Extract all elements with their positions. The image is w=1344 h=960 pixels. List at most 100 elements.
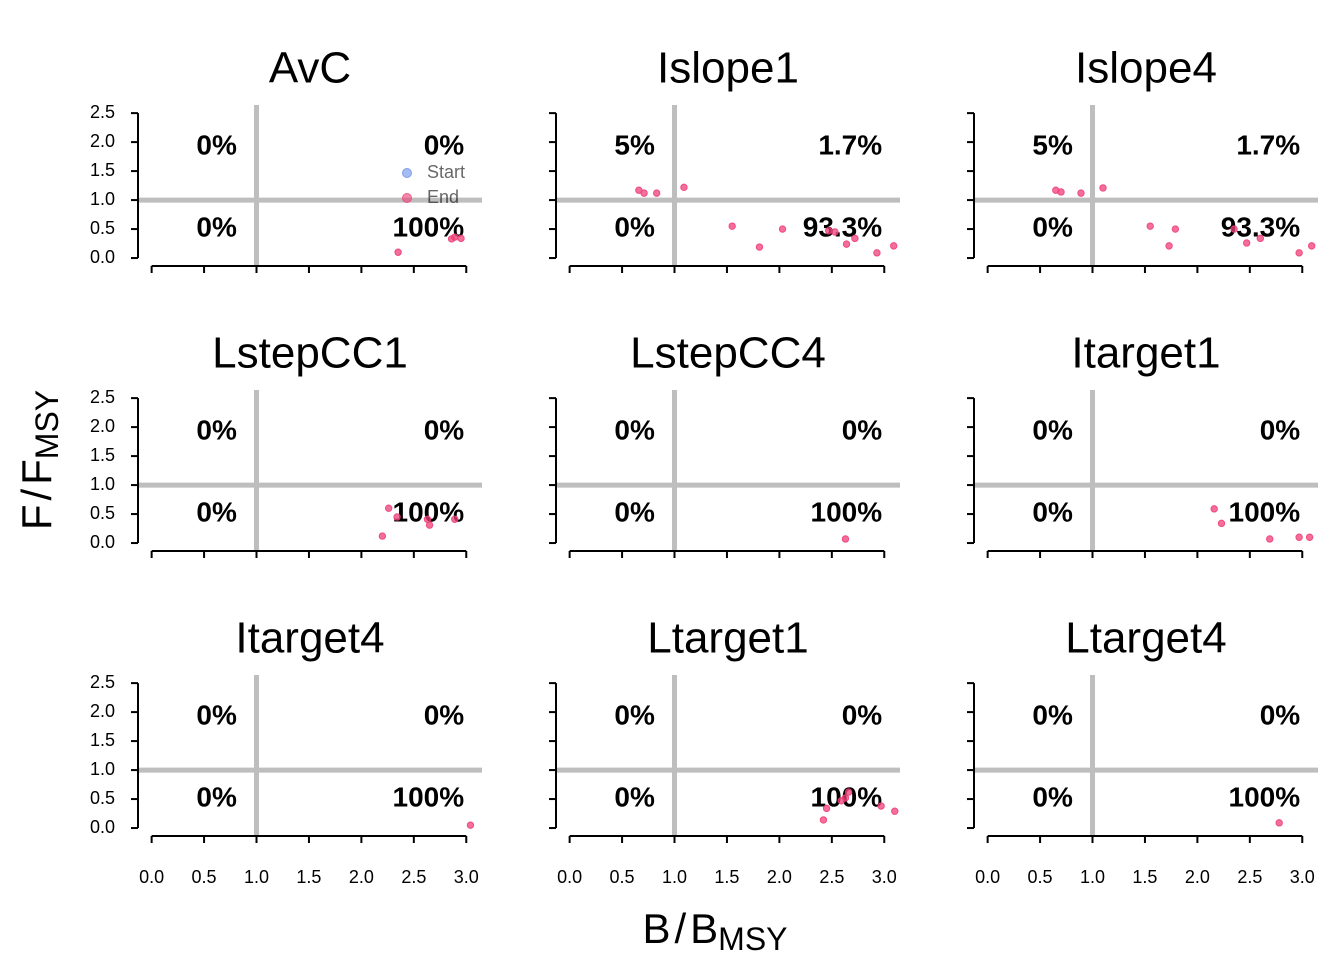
y-axis-label: F/FMSY	[13, 390, 65, 530]
quadrant-label: 0%	[424, 129, 465, 160]
x-tick-label: 0.0	[557, 867, 582, 887]
point	[393, 513, 401, 521]
x-label-slash: /	[674, 905, 686, 952]
x-tick-label: 1.5	[1132, 867, 1157, 887]
panel-title: LstepCC4	[630, 329, 826, 378]
point	[890, 242, 898, 250]
y-tick-label: 0.0	[90, 817, 115, 837]
point	[378, 532, 387, 540]
point	[1305, 533, 1314, 541]
x-label-sub: MSY	[718, 921, 787, 957]
quadrant-label: 0%	[614, 699, 655, 730]
quadrant-label: 0%	[196, 129, 237, 160]
quadrant-label: 0%	[842, 414, 883, 445]
quadrant-label: 0%	[842, 699, 883, 730]
quadrant-label: 100%	[1229, 781, 1301, 812]
point	[1171, 225, 1180, 233]
y-tick-label: 0.0	[90, 532, 115, 552]
legend-label: End	[427, 187, 459, 207]
legend-marker	[402, 168, 412, 178]
point	[841, 794, 850, 802]
quadrant-label: 100%	[393, 781, 465, 812]
point	[652, 189, 661, 197]
y-tick-label: 2.5	[90, 387, 115, 407]
y-label-slash: /	[13, 489, 60, 501]
x-tick-label: 0.0	[139, 867, 164, 887]
x-tick-label: 3.0	[872, 867, 897, 887]
point	[1295, 533, 1303, 541]
point	[822, 804, 831, 813]
quadrant-label: 0%	[196, 781, 237, 812]
y-tick-label: 2.5	[90, 672, 115, 692]
x-tick-label: 1.5	[296, 867, 321, 887]
x-tick-label: 1.5	[714, 867, 739, 887]
x-label-num: B	[642, 905, 670, 952]
quadrant-label: 100%	[811, 496, 883, 527]
quadrant-label: 1.7%	[818, 129, 882, 160]
legend-label: Start	[427, 162, 465, 182]
x-tick-label: 2.0	[349, 867, 374, 887]
point	[1077, 189, 1085, 197]
x-tick-label: 2.5	[819, 867, 844, 887]
quadrant-label: 1.7%	[1236, 129, 1300, 160]
quadrant-label: 0%	[614, 781, 655, 812]
x-axis-label: B/BMSY	[642, 905, 787, 957]
point	[1275, 819, 1283, 827]
quadrant-label: 0%	[1032, 496, 1073, 527]
point	[877, 802, 885, 810]
quadrant-label: 0%	[1032, 414, 1073, 445]
panel-title: LstepCC1	[212, 329, 408, 378]
y-tick-label: 1.5	[90, 730, 115, 750]
point	[873, 249, 881, 257]
point	[1057, 188, 1065, 196]
panel-title: Ltarget4	[1065, 614, 1226, 663]
point	[819, 816, 828, 824]
point	[841, 535, 850, 543]
point	[844, 788, 853, 796]
point	[1295, 249, 1303, 257]
x-tick-label: 3.0	[1290, 867, 1315, 887]
quadrant-label: 0%	[1032, 699, 1073, 730]
y-label-num: F	[13, 505, 60, 531]
x-tick-label: 3.0	[454, 867, 479, 887]
quadrant-label: 100%	[1229, 496, 1301, 527]
x-tick-label: 2.0	[1185, 867, 1210, 887]
quadrant-label: 0%	[196, 211, 237, 242]
x-tick-label: 1.0	[662, 867, 687, 887]
y-tick-label: 0.0	[90, 247, 115, 267]
quadrant-label: 5%	[614, 129, 655, 160]
y-tick-label: 0.5	[90, 788, 115, 808]
x-tick-label: 0.5	[1028, 867, 1053, 887]
y-tick-label: 2.0	[90, 701, 115, 721]
point	[1165, 242, 1173, 250]
quadrant-label: 0%	[614, 496, 655, 527]
quadrant-label: 0%	[196, 699, 237, 730]
point	[1230, 225, 1238, 233]
quadrant-label: 0%	[614, 414, 655, 445]
quadrant-label: 0%	[614, 211, 655, 242]
y-tick-label: 1.0	[90, 189, 115, 209]
legend-marker	[402, 193, 412, 203]
y-tick-label: 0.5	[90, 503, 115, 523]
point	[384, 504, 393, 512]
point	[457, 234, 465, 243]
quadrant-label: 5%	[1032, 129, 1073, 160]
point	[1146, 222, 1154, 230]
point	[891, 807, 899, 815]
quadrant-label: 0%	[424, 414, 465, 445]
panel-title: AvC	[269, 44, 351, 93]
point	[640, 189, 648, 197]
point	[824, 227, 833, 235]
point	[1099, 184, 1107, 192]
quadrant-label: 0%	[1260, 414, 1301, 445]
point	[728, 222, 736, 230]
point	[451, 515, 459, 523]
quadrant-label: 0%	[1032, 211, 1073, 242]
y-tick-label: 1.5	[90, 445, 115, 465]
y-tick-label: 2.0	[90, 416, 115, 436]
quadrant-label: 0%	[1260, 699, 1301, 730]
y-tick-label: 2.5	[90, 102, 115, 122]
x-tick-label: 2.5	[1237, 867, 1262, 887]
y-tick-label: 2.0	[90, 131, 115, 151]
